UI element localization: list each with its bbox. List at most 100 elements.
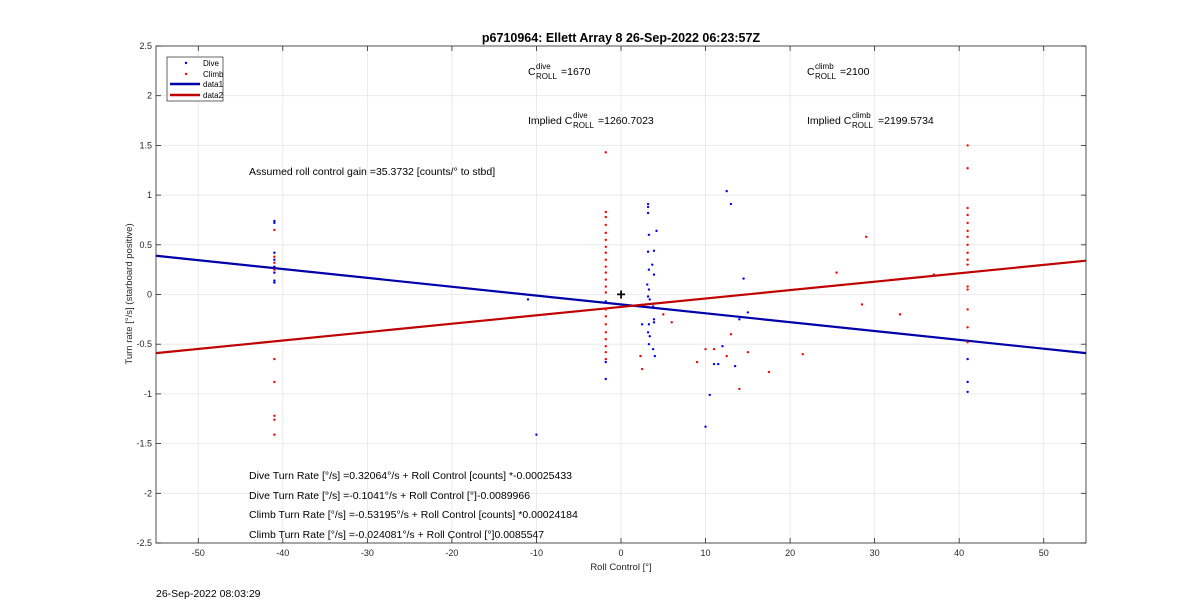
data-point-dive xyxy=(646,211,650,215)
implied-climb-prefix: Implied C xyxy=(807,115,852,127)
implied-climb-value: =2199.5734 xyxy=(878,115,934,127)
data-point-dive xyxy=(746,311,750,314)
data-point-climb xyxy=(604,291,607,294)
y-tick-label: 0 xyxy=(147,290,152,300)
fit-line-text: Dive Turn Rate [°/s] =0.32064°/s + Roll … xyxy=(249,470,572,482)
c-climb-sub: ROLL xyxy=(815,72,836,81)
data-point-climb xyxy=(898,313,902,316)
data-point-climb xyxy=(966,341,969,344)
implied-climb-sup: climb xyxy=(852,111,871,120)
axis-ticks: -50 -40 -30 -20 -10 0 10 20 30 40 50-2.5-2-1.5-1-0… xyxy=(136,41,1086,558)
data-point-climb xyxy=(662,313,665,316)
data-point-dive xyxy=(651,263,654,266)
data-point-dive xyxy=(646,283,649,286)
data-point-climb xyxy=(273,255,276,258)
origin-plus-marker: + xyxy=(616,287,625,304)
data-point-climb xyxy=(712,347,716,351)
c-climb-value: =2100 xyxy=(840,66,870,78)
data-point-climb xyxy=(966,263,969,266)
data-point-dive xyxy=(652,321,656,324)
implied-dive-value: =1260.7023 xyxy=(598,115,654,127)
data-point-climb xyxy=(604,308,607,311)
implied-climb-annotation: Implied C climb ROLL =2199.5734 xyxy=(807,111,934,130)
data-point-climb xyxy=(273,418,276,421)
data-point-climb xyxy=(604,285,607,288)
fit-line-data1 xyxy=(155,254,1087,355)
data-point-dive xyxy=(273,219,276,223)
data-point-climb xyxy=(966,285,969,288)
c-dive-sub: ROLL xyxy=(536,72,557,81)
implied-dive-annotation: Implied C dive ROLL =1260.7023 xyxy=(528,111,654,130)
data-point-dive xyxy=(604,360,607,364)
data-point-dive xyxy=(273,271,276,274)
data-point-climb xyxy=(966,258,969,261)
legend-climb-swatch xyxy=(184,72,188,76)
data-point-climb xyxy=(801,352,804,356)
data-point-dive xyxy=(966,390,969,394)
data-point-dive xyxy=(652,273,656,276)
data-point-climb xyxy=(604,215,607,219)
c-climb-annotation: C climb ROLL =2100 xyxy=(807,62,870,81)
implied-dive-prefix: Implied C xyxy=(528,115,573,127)
data-point-climb xyxy=(604,265,607,268)
y-tick-label: 2.5 xyxy=(139,41,152,51)
data-point-climb xyxy=(966,308,969,311)
data-point-climb xyxy=(695,360,699,364)
x-tick-label: 20 xyxy=(785,548,795,558)
data-point-dive xyxy=(526,298,530,301)
data-point-climb xyxy=(966,144,969,147)
data-point-climb xyxy=(604,251,607,254)
data-point-dive xyxy=(729,202,733,206)
data-point-climb xyxy=(966,229,969,233)
c-dive-annotation: C dive ROLL =1670 xyxy=(528,62,591,81)
data-point-climb xyxy=(966,243,969,246)
x-tick-label: 50 xyxy=(1039,548,1049,558)
x-tick-label: -50 xyxy=(192,548,205,558)
data-point-dive xyxy=(653,354,657,358)
data-point-climb xyxy=(604,223,607,227)
x-tick-label: 40 xyxy=(954,548,964,558)
data-point-climb xyxy=(639,354,642,358)
data-point-dive xyxy=(647,288,651,291)
legend-dive-label: Dive xyxy=(203,59,220,68)
fit-line-data2 xyxy=(155,259,1087,355)
c-dive-sup: dive xyxy=(536,62,551,71)
c-climb-sup: climb xyxy=(815,62,834,71)
y-tick-label: -1.5 xyxy=(136,439,152,449)
data-point-dive xyxy=(646,295,650,298)
data-point-climb xyxy=(767,370,771,374)
legend-dive-swatch xyxy=(184,61,188,65)
data-point-dive xyxy=(646,250,650,253)
data-point-dive xyxy=(721,344,724,348)
data-point-climb xyxy=(932,273,936,276)
data-point-climb xyxy=(604,151,607,154)
x-tick-label: 10 xyxy=(701,548,711,558)
legend: Dive Climb data1 data2 xyxy=(166,56,224,102)
footer-timestamp: 26-Sep-2022 08:03:29 xyxy=(156,588,261,600)
legend-data1-label: data1 xyxy=(203,80,224,89)
data-point-dive xyxy=(966,357,969,361)
data-point-dive xyxy=(647,233,651,237)
origin-marker: + xyxy=(616,287,625,304)
data-point-dive xyxy=(273,258,276,261)
data-point-dive xyxy=(648,335,651,338)
data-point-dive xyxy=(704,425,707,428)
data-point-dive xyxy=(652,249,656,252)
legend-box xyxy=(166,56,224,102)
data-point-climb xyxy=(604,323,607,326)
data-point-dive xyxy=(652,318,656,321)
data-point-dive xyxy=(717,362,720,366)
c-dive-base: C xyxy=(528,66,536,78)
implied-climb-sub: ROLL xyxy=(852,121,873,130)
data-point-climb xyxy=(604,245,607,248)
x-tick-label: -10 xyxy=(530,548,543,558)
data-point-dive xyxy=(535,433,538,436)
data-point-climb xyxy=(966,221,969,225)
data-point-climb xyxy=(604,357,607,361)
x-tick-label: 30 xyxy=(870,548,880,558)
data-point-climb xyxy=(273,268,276,271)
data-point-climb xyxy=(273,357,276,361)
data-point-climb xyxy=(966,288,969,291)
data-point-dive xyxy=(640,323,644,326)
